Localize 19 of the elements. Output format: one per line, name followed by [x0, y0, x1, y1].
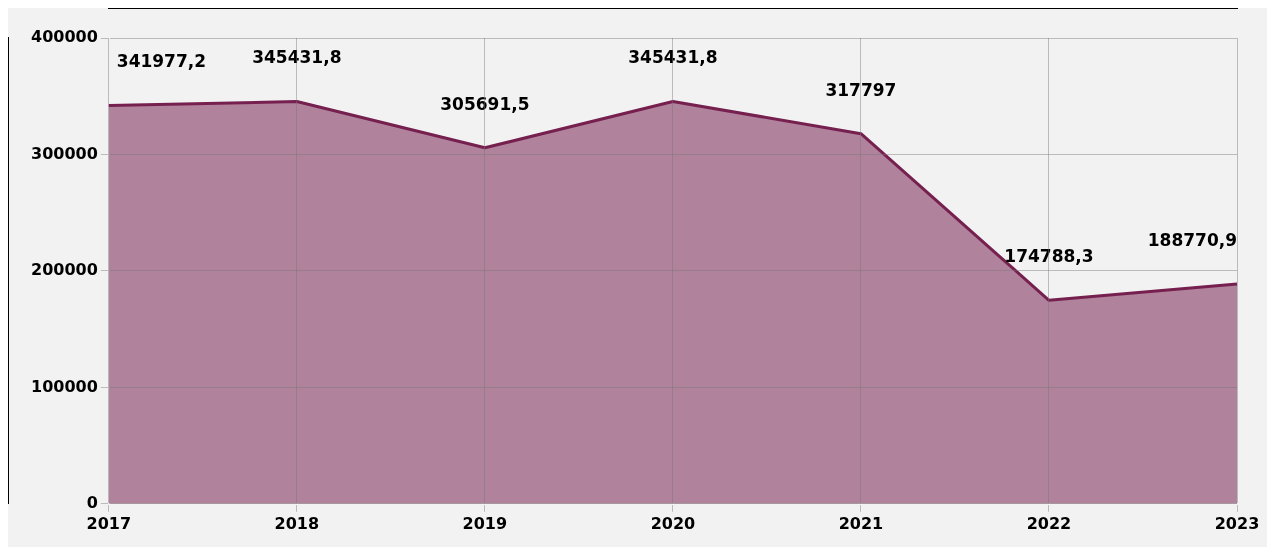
- y-tick-label: 400000: [31, 27, 98, 47]
- data-label: 341977,2: [116, 51, 207, 72]
- data-label: 174788,3: [1004, 246, 1094, 267]
- data-label: 305691,5: [440, 93, 530, 114]
- x-tick-label: 2018: [274, 513, 320, 533]
- x-tick-label: 2021: [838, 513, 884, 533]
- y-tick-label: 200000: [31, 260, 98, 280]
- y-tick-label: 0: [86, 492, 98, 512]
- data-label: 188770,9: [1147, 229, 1237, 250]
- x-tick-label: 2023: [1214, 513, 1260, 533]
- y-tick-label: 100000: [31, 376, 98, 396]
- x-tick-label: 2020: [650, 513, 696, 533]
- data-label: 317797: [825, 79, 897, 100]
- y-tick-label: 300000: [31, 143, 98, 163]
- data-label: 345431,8: [252, 47, 342, 68]
- data-label: 345431,8: [628, 47, 718, 68]
- x-tick-label: 2022: [1026, 513, 1072, 533]
- x-tick-label: 2019: [462, 513, 508, 533]
- x-tick-label: 2017: [86, 513, 132, 533]
